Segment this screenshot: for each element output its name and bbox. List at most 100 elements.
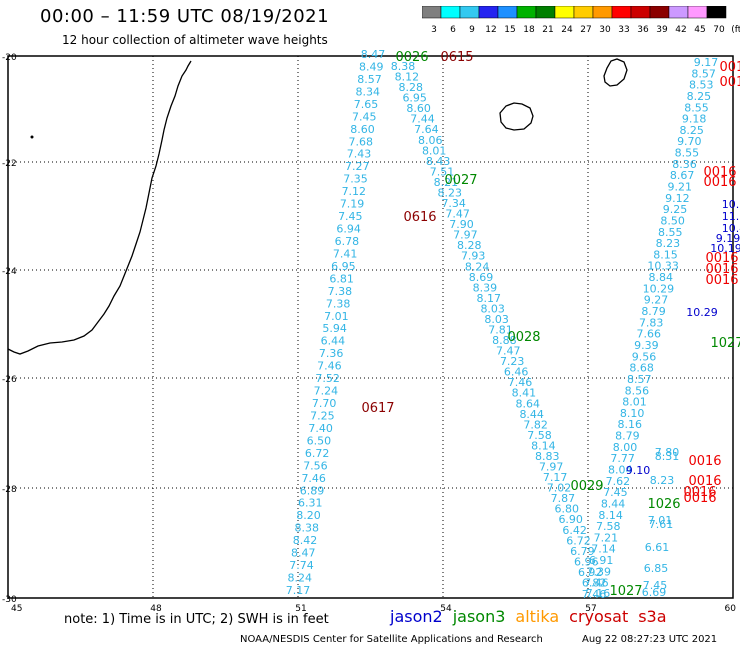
swh-value-track-a: 6.50 (307, 434, 332, 447)
swh-value-track-b: 7.97 (539, 461, 564, 474)
swh-value-track-b: 7.17 (543, 471, 568, 484)
madagascar-coastline (7, 60, 192, 355)
time-labels: 0026 0027 0028 0029 1026 1027 1027 0615 0616 0617… (361, 50, 740, 599)
colorbar-swatch (706, 6, 727, 19)
swh-value-track-a: 8.60 (350, 123, 375, 136)
swh-value-track-b: 8.28 (399, 81, 424, 94)
colorbar-label: 27 (580, 25, 591, 35)
s3a-time-label: 0016 (688, 474, 721, 489)
swh-value-track-c: 9.25 (663, 203, 688, 216)
swh-value-track-b: 7.58 (527, 429, 552, 442)
footer-note: note: 1) Time is in UTC; 2) SWH is in fe… (64, 612, 329, 627)
cryosat-time-label: 0617 (361, 401, 394, 416)
swh-value-dark: 10.29 (686, 306, 718, 319)
y-tick-label: -28 (2, 485, 17, 495)
colorbar-label: 12 (485, 25, 496, 35)
swh-value-scatter: 7.45 (643, 579, 668, 592)
swh-value-track-a: 7.52 (315, 372, 340, 385)
map-frame (7, 55, 734, 599)
swh-value-track-b: 8.69 (469, 271, 494, 284)
swh-value-track-c: 7.62 (606, 475, 631, 488)
cryosat-time-label: 0615 (440, 50, 473, 65)
swh-value-track-b: 7.02 (547, 482, 572, 495)
swh-value-track-c: 8.68 (629, 362, 654, 375)
s3a-time-label: 0016 (703, 175, 736, 190)
credit-line: NOAA/NESDIS Center for Satellite Applica… (240, 634, 543, 645)
y-tick-label: -24 (2, 267, 17, 277)
swh-value-track-c: 8.01 (622, 396, 647, 409)
s3a-time-label: 0016 (719, 75, 740, 90)
swh-value-track-b: 7.97 (453, 229, 478, 242)
y-tick-label: -26 (2, 375, 17, 385)
swh-value-track-c: 8.56 (625, 384, 650, 397)
coastline (7, 58, 628, 355)
swh-value-track-c: 7.39 (587, 565, 612, 578)
swh-value-track-c: 9.70 (677, 135, 702, 148)
swh-value-track-a: 6.81 (329, 272, 354, 285)
swh-value-track-b: 8.03 (480, 302, 505, 315)
swh-value-track-c: 8.67 (670, 169, 695, 182)
swh-value-track-a: 8.47 (291, 547, 316, 560)
swh-value-track-b: 6.82 (582, 576, 607, 589)
swh-value-track-c: 8.55 (675, 147, 700, 160)
swh-value-track-c: 8.84 (648, 271, 673, 284)
swh-value-track-b: 7.93 (461, 250, 486, 263)
swh-value-track-a: 8.57 (357, 73, 382, 86)
swh-value-track-b: 8.88 (492, 334, 517, 347)
s3a-time-label: 0016 (719, 60, 740, 75)
colorbar-label: (ft) (731, 25, 740, 35)
swh-value-track-c: 9.39 (634, 339, 659, 352)
mauritius-island (603, 58, 628, 87)
swh-value-track-b: 8.64 (516, 397, 541, 410)
y-tick-label: -22 (2, 159, 17, 169)
altimeter-tracks: 7.178.247.748.478.428.388.206.316.897.46… (286, 48, 740, 601)
swh-value-track-b: 8.06 (418, 134, 443, 147)
legend-jason3: jason3 (452, 607, 506, 626)
swh-value-track-a: 7.01 (324, 310, 349, 323)
x-tick-label: 48 (150, 604, 162, 614)
swh-value-track-a: 7.70 (312, 397, 337, 410)
swh-value-track-c: 8.57 (691, 67, 716, 80)
swh-value-track-c: 8.36 (672, 158, 697, 171)
swh-value-track-a: 5.94 (322, 322, 347, 335)
swh-value-dark: 11.0 (722, 210, 740, 223)
colorbar-label: 39 (656, 25, 668, 35)
map-grid (7, 55, 734, 599)
swh-value-track-b: 6.42 (562, 524, 587, 537)
swh-value-track-b: 8.14 (531, 439, 556, 452)
swh-value-track-c: 8.25 (687, 90, 712, 103)
colorbar-label: 18 (523, 25, 535, 35)
swh-value-track-b: 8.24 (465, 260, 490, 273)
swh-value-track-a: 7.24 (314, 385, 339, 398)
swh-value-track-c: 9.56 (632, 350, 657, 363)
legend-jason2: jason2 (390, 607, 443, 626)
colorbar-label: 3 (431, 25, 437, 35)
y-tick-label: -30 (2, 595, 17, 605)
s3a-time-label: 0016 (683, 485, 716, 500)
swh-value-track-a: 7.46 (301, 472, 326, 485)
swh-value-track-c: 8.79 (615, 430, 640, 443)
swh-value-track-a: 6.31 (298, 497, 323, 510)
swh-value-track-c: 8.23 (656, 237, 681, 250)
swh-value-track-c: 8.53 (689, 79, 714, 92)
swh-value-track-b: 8.44 (519, 408, 544, 421)
jason3-time-label: 0028 (507, 330, 540, 345)
swh-value-track-b: 6.96 (574, 555, 599, 568)
swh-value-track-b: 8.39 (473, 281, 498, 294)
swh-value-track-b: 8.17 (477, 292, 502, 305)
swh-value-track-c: 8.57 (627, 373, 652, 386)
swh-value-dark: 10.4 (722, 222, 740, 235)
jason3-time-label: 1027 (710, 336, 740, 351)
swh-value-track-b: 8.12 (395, 71, 420, 84)
jason3-time-label: 0027 (444, 173, 477, 188)
swh-value-track-a: 7.43 (347, 148, 372, 161)
colorbar-label: 9 (469, 25, 475, 35)
swh-value-track-b: 7.47 (445, 208, 470, 221)
swh-value-track-c: 8.50 (660, 214, 685, 227)
swh-value-track-c: 8.15 (653, 248, 678, 261)
swh-value-track-a: 8.49 (359, 60, 384, 73)
swh-value-track-c: 9.12 (665, 192, 690, 205)
swh-value-track-a: 6.95 (331, 260, 356, 273)
s3a-time-label: 0016 (705, 262, 738, 277)
